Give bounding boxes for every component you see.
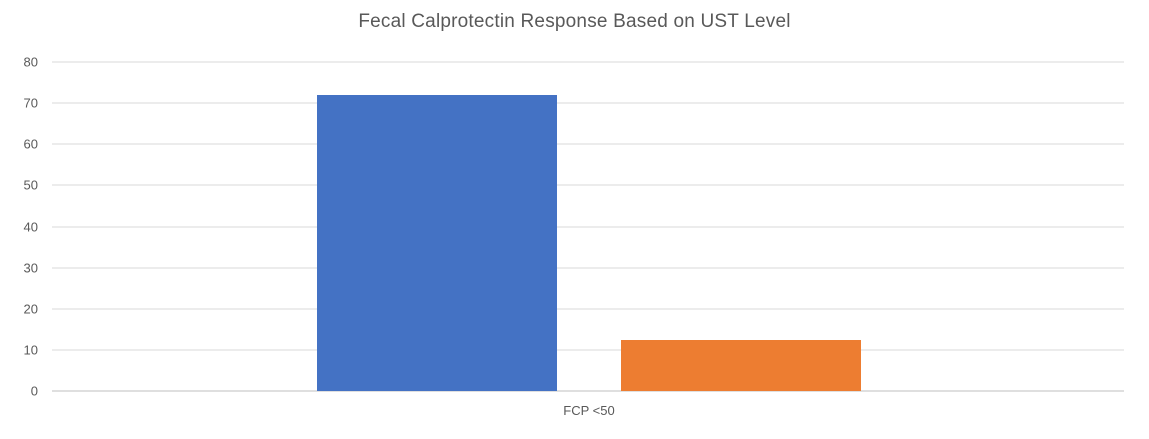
gridline-50: [52, 184, 1124, 186]
x-tick-label-fcp-lt-50: FCP <50: [563, 403, 615, 418]
plot-area: [52, 61, 1124, 392]
y-tick-label-50: 50: [23, 177, 38, 193]
y-tick-label-30: 30: [23, 260, 38, 276]
gridline-20: [52, 308, 1124, 310]
gridline-30: [52, 267, 1124, 269]
y-tick-label-40: 40: [23, 219, 38, 234]
gridline-70: [52, 102, 1124, 104]
bar-series-2: [621, 339, 861, 391]
y-tick-label-60: 60: [23, 136, 38, 152]
gridline-10: [52, 349, 1124, 351]
y-tick-label-20: 20: [23, 301, 38, 317]
x-axis-line: [52, 390, 1124, 392]
gridline-80: [52, 61, 1124, 63]
x-axis: FCP <50: [52, 403, 1124, 423]
y-tick-label-70: 70: [23, 95, 38, 111]
y-axis: 0 10 20 30 40 50 60 70 80: [0, 56, 40, 398]
gridline-40: [52, 226, 1124, 227]
y-tick-label-10: 10: [23, 342, 38, 358]
gridline-60: [52, 143, 1124, 145]
y-tick-label-80: 80: [23, 54, 38, 70]
y-tick-label-0: 0: [30, 383, 38, 399]
chart-title: Fecal Calprotectin Response Based on UST…: [358, 11, 791, 32]
bar-series-1: [317, 94, 557, 391]
